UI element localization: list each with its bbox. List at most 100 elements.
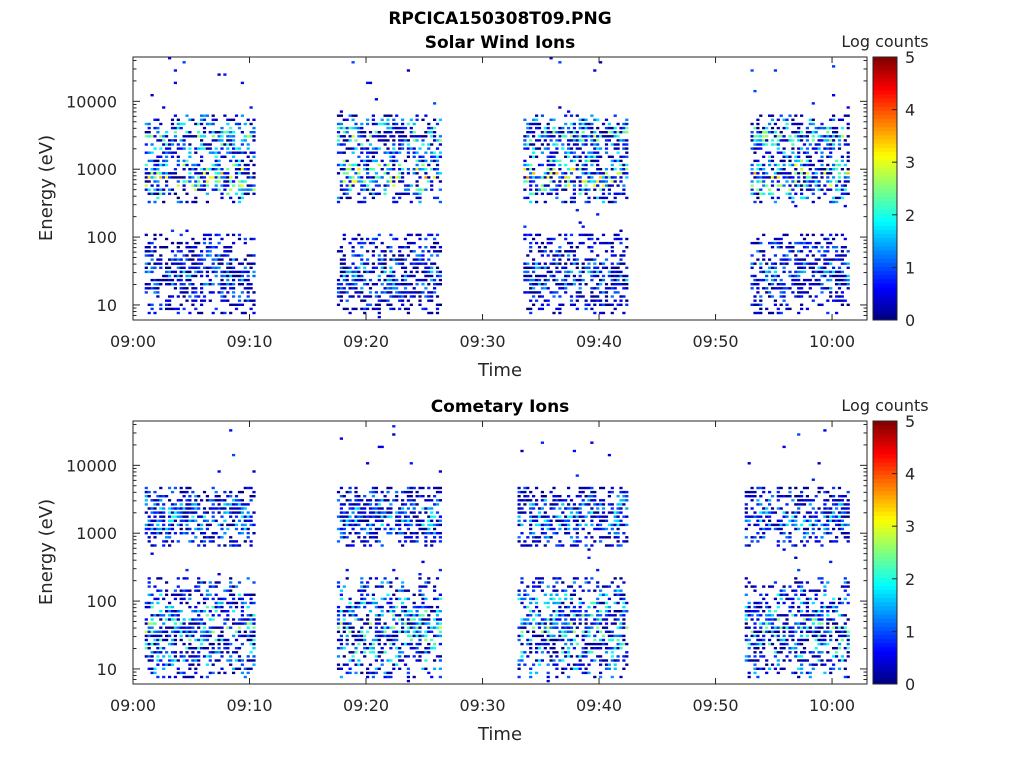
heatmap-cell [412,511,416,514]
heatmap-cell [421,601,425,605]
heatmap-cell [240,490,244,494]
heatmap-cell [406,291,410,294]
heatmap-cell [418,511,422,514]
heatmap-cell [785,172,789,175]
heatmap-cell [232,266,236,269]
heatmap-cell [360,593,364,596]
heatmap-cell [168,618,172,621]
heatmap-cell [240,131,244,134]
heatmap-cell [246,638,250,642]
heatmap-cell [191,168,195,171]
heatmap-cell [433,642,437,646]
heatmap-cell [540,283,544,286]
heatmap-cell [153,499,157,502]
heatmap-cell [567,283,571,286]
heatmap-cell [246,283,250,286]
heatmap-cell [153,126,157,130]
heatmap-cell [150,651,154,654]
heatmap-cell [223,532,227,535]
heatmap-cell [389,642,393,646]
heatmap-cell [153,192,157,195]
heatmap-cell [596,159,600,163]
heatmap-cell [532,303,536,306]
heatmap-cell [782,168,786,171]
heatmap-cell [532,581,536,584]
heatmap-cell [208,634,212,638]
heatmap-cell [170,614,175,617]
heatmap-cell [421,159,425,163]
heatmap-cell [587,200,591,204]
heatmap-cell [197,638,201,642]
heatmap-cell [194,163,198,167]
heatmap-cell [348,287,352,290]
heatmap-cell [558,180,562,183]
colorbar-segment [873,188,897,194]
heatmap-cell [424,270,428,274]
heatmap-cell [829,270,833,274]
heatmap-cell [773,299,777,302]
heatmap-cell [348,270,352,274]
heatmap-cell [211,630,215,633]
heatmap-cell [759,250,763,253]
heatmap-cell [395,532,399,535]
heatmap-cell [526,196,530,200]
heatmap-cell [200,527,204,531]
heatmap-cell [759,266,763,269]
heatmap-cell [200,176,204,179]
heatmap-cell [214,147,218,150]
heatmap-cell [421,270,425,274]
heatmap-cell [217,544,221,547]
heatmap-cell [223,250,227,253]
heatmap-cell [532,630,536,633]
heatmap-cell [604,258,609,261]
heatmap-cell [543,601,547,605]
heatmap-cell [226,659,230,662]
heatmap-cell [826,258,830,261]
heatmap-cell [194,200,198,204]
heatmap-cell [348,515,352,518]
heatmap-cell [237,618,242,621]
heatmap-cell [377,163,381,167]
heatmap-cell [546,299,550,302]
heatmap-cell [607,287,611,290]
heatmap-cell [237,159,242,163]
heatmap-cell [558,163,562,167]
heatmap-cell [575,258,579,261]
heatmap-cell [162,135,166,138]
heatmap-cell [229,642,233,646]
heatmap-cell [578,233,582,237]
heatmap-cell [144,270,148,274]
heatmap-cell [351,176,355,179]
heatmap-cell [366,614,370,617]
heatmap-cell [567,139,571,142]
heatmap-cell [523,593,527,596]
heatmap-cell [243,523,247,527]
heatmap-cell [147,192,151,195]
heatmap-cell [249,519,253,522]
heatmap-cell [354,490,358,494]
heatmap-cell [811,262,815,265]
heatmap-cell [360,184,364,187]
heatmap-cell [357,254,361,257]
heatmap-cell [517,667,521,670]
heatmap-cell [418,159,422,163]
heatmap-cell [826,139,830,142]
heatmap-cell [211,135,215,138]
heatmap-cell [214,495,218,498]
heatmap-cell [409,250,413,253]
heatmap-cell [360,278,364,282]
heatmap-cell [252,593,256,596]
heatmap-cell [223,511,227,514]
heatmap-cell [246,188,250,191]
heatmap-cell [229,159,233,163]
heatmap-cell [569,168,574,171]
heatmap-cell [383,515,387,518]
heatmap-cell [351,655,355,658]
heatmap-cell [517,523,521,527]
heatmap-cell [200,540,204,543]
heatmap-cell [342,614,346,617]
heatmap-cell [366,667,370,670]
heatmap-cell [156,651,160,654]
heatmap-cell [168,532,172,535]
heatmap-cell [421,622,425,625]
